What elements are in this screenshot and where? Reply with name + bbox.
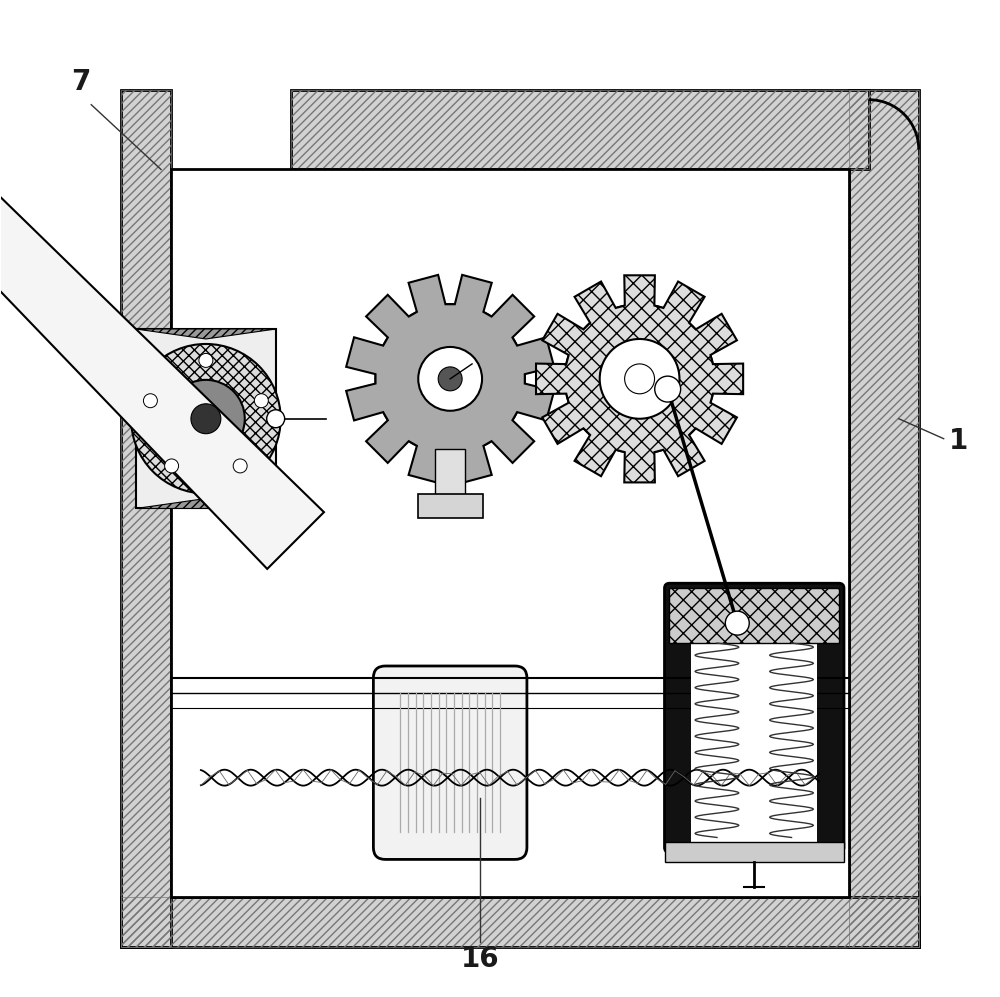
Circle shape xyxy=(565,304,714,454)
Circle shape xyxy=(655,376,681,402)
Polygon shape xyxy=(0,144,324,569)
Bar xyxy=(121,897,919,947)
Bar xyxy=(669,588,839,643)
Bar xyxy=(291,90,869,169)
Circle shape xyxy=(143,394,157,408)
Circle shape xyxy=(165,459,179,473)
Bar xyxy=(121,90,171,947)
Circle shape xyxy=(438,367,462,391)
Circle shape xyxy=(199,353,213,368)
Circle shape xyxy=(131,344,281,494)
Circle shape xyxy=(267,410,285,428)
Bar xyxy=(418,494,483,518)
Circle shape xyxy=(254,394,268,408)
Bar xyxy=(171,169,849,897)
Circle shape xyxy=(725,611,749,635)
Polygon shape xyxy=(346,275,554,483)
Bar xyxy=(136,329,276,508)
Circle shape xyxy=(625,364,655,394)
Polygon shape xyxy=(136,498,276,508)
Text: 1: 1 xyxy=(949,427,968,455)
Bar xyxy=(665,842,844,862)
Bar xyxy=(849,90,919,947)
Bar xyxy=(849,90,919,947)
Bar xyxy=(291,90,869,169)
Bar xyxy=(691,598,817,842)
Bar xyxy=(435,449,465,498)
Circle shape xyxy=(375,304,525,454)
Circle shape xyxy=(418,347,482,411)
Polygon shape xyxy=(536,275,743,483)
Circle shape xyxy=(233,459,247,473)
Bar xyxy=(121,90,171,947)
Circle shape xyxy=(167,380,245,458)
FancyBboxPatch shape xyxy=(373,666,527,859)
Text: 7: 7 xyxy=(72,68,91,96)
Bar xyxy=(121,897,919,947)
Polygon shape xyxy=(136,329,276,339)
Circle shape xyxy=(191,404,221,434)
FancyBboxPatch shape xyxy=(665,583,844,852)
Text: 16: 16 xyxy=(461,945,499,973)
Circle shape xyxy=(600,339,679,419)
